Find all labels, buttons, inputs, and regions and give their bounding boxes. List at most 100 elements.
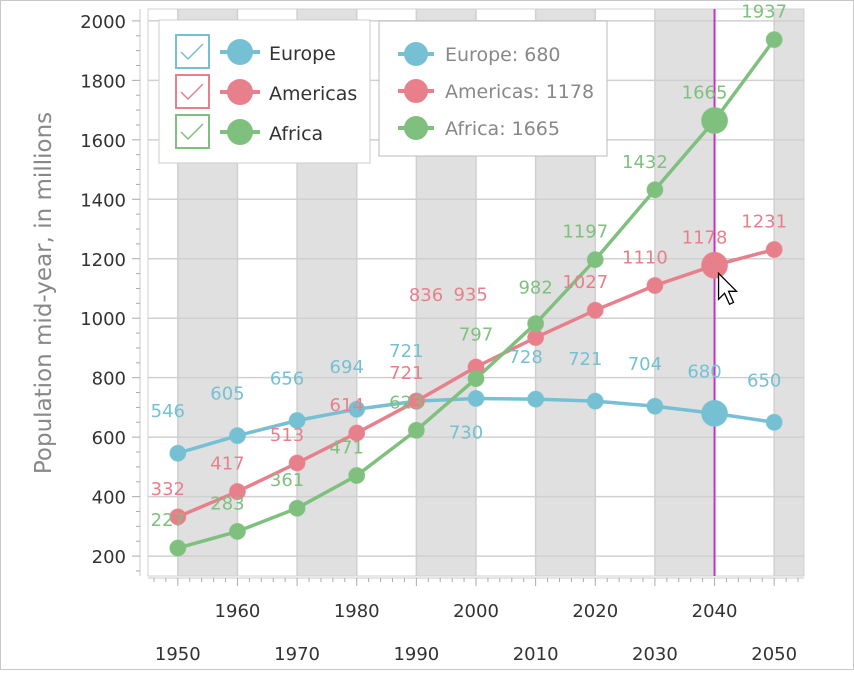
data-point-europe bbox=[169, 444, 187, 462]
data-point-europe bbox=[765, 413, 783, 431]
data-point-europe bbox=[527, 390, 545, 408]
data-point-americas bbox=[765, 241, 783, 259]
y-tick-label: 1600 bbox=[80, 131, 126, 152]
data-point-americas bbox=[348, 424, 366, 442]
y-tick-label: 2000 bbox=[80, 12, 126, 33]
data-point-africa bbox=[467, 370, 485, 388]
x-tick-label: 2030 bbox=[632, 644, 678, 665]
x-tick-label: 2000 bbox=[453, 601, 499, 622]
check-icon bbox=[180, 83, 204, 101]
data-label-americas: 513 bbox=[270, 425, 304, 446]
tooltip-item: Europe: 680 bbox=[445, 44, 561, 66]
data-point-africa bbox=[407, 421, 425, 439]
grid-band bbox=[774, 9, 804, 576]
data-point-africa bbox=[765, 31, 783, 49]
data-label-americas: 1027 bbox=[562, 272, 608, 293]
data-point-americas bbox=[646, 277, 664, 295]
data-label-africa: 1665 bbox=[682, 82, 728, 103]
legend-label-africa: Africa bbox=[269, 123, 323, 145]
data-label-africa: 361 bbox=[270, 470, 304, 491]
legend-checkbox-europe[interactable] bbox=[175, 34, 210, 69]
data-label-africa: 797 bbox=[459, 325, 493, 346]
data-point-americas bbox=[288, 454, 306, 472]
data-point-africa bbox=[646, 181, 664, 199]
x-tick-label: 1980 bbox=[334, 601, 380, 622]
tooltip-marker bbox=[404, 116, 428, 140]
y-tick-label: 800 bbox=[92, 369, 126, 390]
y-tick-label: 1000 bbox=[80, 309, 126, 330]
data-point-europe bbox=[646, 397, 664, 415]
data-label-africa: 227 bbox=[151, 510, 185, 531]
data-point-africa bbox=[228, 522, 246, 540]
x-tick-label: 2040 bbox=[692, 601, 738, 622]
data-point-europe bbox=[586, 392, 604, 410]
x-tick-label: 1960 bbox=[215, 601, 261, 622]
x-tick-label: 2050 bbox=[751, 644, 797, 665]
legend-label-americas: Americas bbox=[269, 83, 357, 105]
data-point-americas bbox=[228, 483, 246, 501]
data-point-europe bbox=[288, 411, 306, 429]
legend-label-europe: Europe bbox=[269, 43, 336, 65]
data-label-africa: 1432 bbox=[622, 152, 668, 173]
legend-marker-europe bbox=[227, 39, 253, 65]
x-tick-label: 1970 bbox=[274, 644, 320, 665]
data-label-europe: 728 bbox=[508, 347, 542, 368]
data-point-africa bbox=[288, 499, 306, 517]
grid-band bbox=[654, 9, 715, 576]
check-icon bbox=[180, 43, 204, 61]
data-label-europe: 680 bbox=[687, 361, 721, 382]
data-label-americas: 836 bbox=[409, 285, 443, 306]
data-label-europe: 721 bbox=[389, 341, 423, 362]
y-tick-label: 600 bbox=[92, 428, 126, 449]
data-label-africa: 623 bbox=[389, 392, 423, 413]
legend-checkbox-americas[interactable] bbox=[175, 74, 210, 109]
data-label-americas: 614 bbox=[330, 395, 364, 416]
data-point-europe bbox=[348, 400, 366, 418]
data-label-africa: 1937 bbox=[741, 2, 787, 23]
data-point-europe bbox=[228, 427, 246, 445]
y-axis-title: Population mid-year, in millions bbox=[31, 112, 57, 474]
tooltip-item: Africa: 1665 bbox=[445, 118, 560, 140]
legend-marker-africa bbox=[227, 119, 253, 145]
x-tick-label: 2010 bbox=[513, 644, 559, 665]
data-point-africa bbox=[527, 315, 545, 333]
data-label-americas: 417 bbox=[210, 454, 244, 475]
data-point-europe bbox=[701, 399, 729, 427]
data-label-europe: 656 bbox=[270, 368, 304, 389]
data-label-americas: 332 bbox=[151, 479, 185, 500]
data-label-africa: 1197 bbox=[562, 222, 608, 243]
data-point-americas bbox=[586, 301, 604, 319]
data-point-europe bbox=[467, 389, 485, 407]
data-point-africa bbox=[169, 539, 187, 557]
data-point-americas bbox=[701, 251, 729, 279]
tooltip-item: Americas: 1178 bbox=[445, 81, 594, 103]
data-label-africa: 283 bbox=[210, 493, 244, 514]
y-tick-label: 400 bbox=[92, 488, 126, 509]
data-point-americas bbox=[407, 392, 425, 410]
data-label-europe: 546 bbox=[151, 401, 185, 422]
legend-checkbox-africa[interactable] bbox=[175, 114, 210, 149]
x-tick-label: 1950 bbox=[155, 644, 201, 665]
data-label-europe: 704 bbox=[628, 354, 662, 375]
data-point-africa bbox=[701, 106, 729, 134]
data-label-africa: 982 bbox=[518, 278, 552, 299]
data-label-europe: 730 bbox=[449, 422, 483, 443]
data-label-europe: 605 bbox=[210, 384, 244, 405]
plot-border bbox=[147, 8, 805, 577]
legend-marker-americas bbox=[227, 79, 253, 105]
data-label-europe: 694 bbox=[330, 357, 364, 378]
data-label-americas: 721 bbox=[389, 363, 423, 384]
y-tick-label: 1200 bbox=[80, 250, 126, 271]
data-point-africa bbox=[348, 467, 366, 485]
mouse-cursor-icon bbox=[717, 271, 739, 306]
x-tick-label: 1990 bbox=[393, 644, 439, 665]
data-point-americas bbox=[169, 508, 187, 526]
x-tick-label: 2020 bbox=[572, 601, 618, 622]
y-tick-label: 1800 bbox=[80, 71, 126, 92]
y-tick-label: 200 bbox=[92, 547, 126, 568]
data-label-africa: 471 bbox=[330, 438, 364, 459]
data-point-africa bbox=[586, 251, 604, 269]
tooltip-marker bbox=[404, 42, 428, 66]
